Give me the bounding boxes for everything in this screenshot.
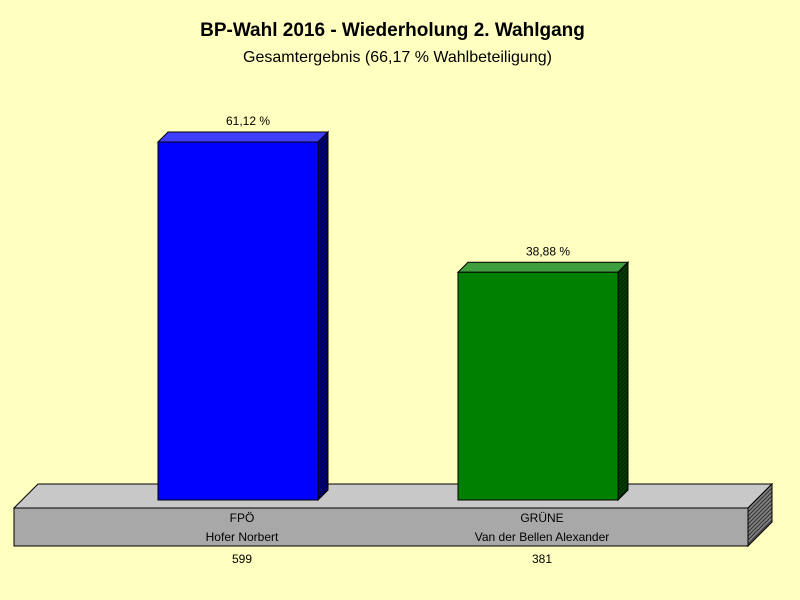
chart-subtitle: Gesamtergebnis (66,17 % Wahlbeteiligung) — [243, 49, 552, 66]
chart-platform — [12, 482, 774, 548]
bar-front — [457, 271, 619, 501]
data-label: 61,12 % — [226, 114, 270, 128]
candidate-label: Van der Bellen Alexander — [475, 530, 610, 544]
bar-side-hatch — [618, 262, 628, 500]
bar-top — [456, 261, 630, 273]
votes-label: 381 — [532, 552, 552, 566]
bar-side-hatch — [318, 132, 328, 500]
platform-side-hatch — [748, 484, 772, 546]
votes-label: 599 — [232, 552, 252, 566]
bar-top — [156, 131, 330, 143]
platform-top — [12, 483, 774, 509]
bar-2 — [456, 261, 630, 502]
bar-front — [157, 141, 319, 501]
x-tick-label: GRÜNE — [520, 511, 563, 525]
bar-1 — [156, 130, 330, 502]
x-tick-label: FPÖ — [230, 511, 255, 525]
data-label: 38,88 % — [526, 244, 570, 258]
chart-title: BP-Wahl 2016 - Wiederholung 2. Wahlgang — [200, 20, 585, 41]
platform-front — [13, 507, 749, 547]
candidate-label: Hofer Norbert — [206, 530, 279, 544]
